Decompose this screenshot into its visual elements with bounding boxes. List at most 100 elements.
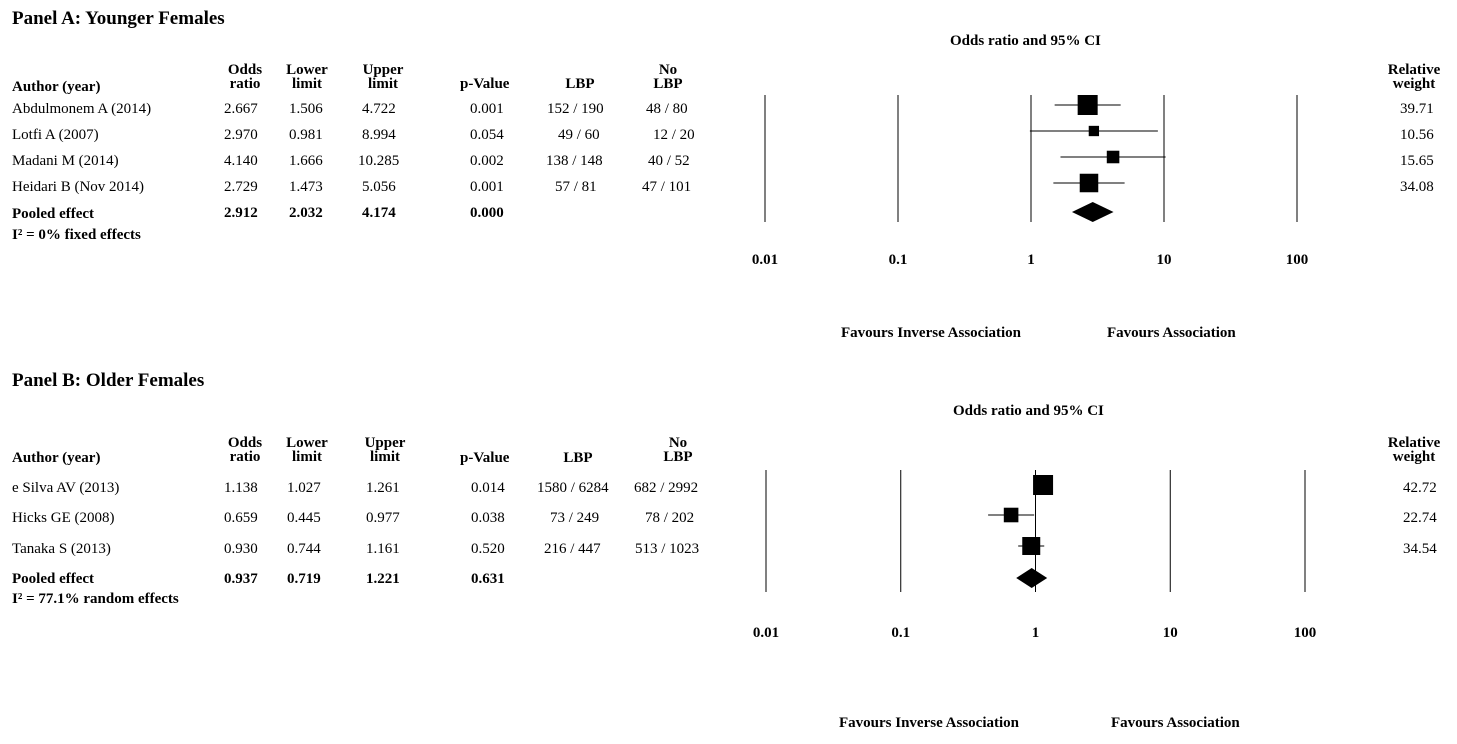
study-or: 0.659	[224, 510, 258, 526]
study-no-lbp: 513 / 1023	[635, 541, 700, 557]
panel-b-plot-title: Odds ratio and 95% CI	[953, 403, 1104, 419]
axis-tick-label: 0.1	[889, 252, 908, 268]
study-p: 0.520	[471, 541, 505, 557]
study-or: 0.930	[224, 541, 258, 557]
pooled-upper: 1.221	[366, 571, 400, 587]
header-line: Lower	[286, 435, 328, 451]
study-marker	[1077, 95, 1098, 115]
study-no-lbp: 12 / 20	[653, 127, 695, 143]
study-author: Abdulmonem A (2014)	[12, 101, 152, 117]
study-lbp: 49 / 60	[558, 127, 600, 143]
study-weight: 42.72	[1403, 480, 1437, 496]
study-upper: 0.977	[366, 510, 400, 526]
header-odds-ratio: Odds ratio	[222, 435, 268, 465]
axis-tick-label: 0.01	[753, 625, 779, 641]
header-author: Author (year)	[12, 79, 101, 95]
study-upper: 1.161	[366, 541, 400, 557]
study-p: 0.002	[470, 153, 504, 169]
study-or: 2.729	[224, 179, 258, 195]
study-no-lbp: 682 / 2992	[634, 480, 699, 496]
study-lower: 0.744	[287, 541, 321, 557]
header-upper-limit: Upper limit	[358, 435, 412, 465]
study-upper: 10.285	[358, 153, 400, 169]
header-line: limit	[370, 449, 400, 465]
favours-inverse-label: Favours Inverse Association	[841, 325, 1021, 341]
axis-tick-label: 1	[1032, 625, 1040, 641]
heterogeneity-note: I² = 0% fixed effects	[12, 227, 141, 243]
study-author: Madani M (2014)	[12, 153, 119, 169]
study-p: 0.014	[471, 480, 505, 496]
study-lower: 0.981	[289, 127, 323, 143]
header-line: limit	[292, 76, 322, 92]
pooled-label: Pooled effect	[12, 206, 95, 222]
study-weight: 15.65	[1400, 153, 1434, 169]
header-line: No	[658, 62, 678, 78]
axis-tick-label: 0.01	[752, 252, 778, 268]
pooled-or: 0.937	[224, 571, 258, 587]
pooled-label: Pooled effect	[12, 571, 95, 587]
header-line: limit	[368, 76, 398, 92]
header-line: Odds	[227, 435, 263, 451]
header-lbp: LBP	[563, 450, 593, 466]
study-or: 1.138	[224, 480, 258, 496]
favours-association-label: Favours Association	[1111, 715, 1240, 731]
study-weight: 22.74	[1403, 510, 1437, 526]
header-line: LBP	[653, 76, 683, 92]
axis-tick-label: 0.1	[891, 625, 910, 641]
header-upper-limit: Upper limit	[356, 62, 410, 92]
study-lbp: 138 / 148	[546, 153, 603, 169]
header-line: Upper	[362, 62, 404, 78]
pooled-p: 0.631	[471, 571, 505, 587]
pooled-upper: 4.174	[362, 205, 396, 221]
study-lbp: 57 / 81	[555, 179, 597, 195]
study-p: 0.001	[470, 179, 504, 195]
study-or: 4.140	[224, 153, 258, 169]
header-line: LBP	[663, 449, 693, 465]
header-line: limit	[292, 449, 322, 465]
pooled-or: 2.912	[224, 205, 258, 221]
study-or: 2.970	[224, 127, 258, 143]
study-no-lbp: 48 / 80	[646, 101, 688, 117]
favours-inverse-label: Favours Inverse Association	[839, 715, 1019, 731]
axis-tick-label: 10	[1157, 252, 1172, 268]
header-line: weight	[1392, 76, 1436, 92]
study-weight: 34.08	[1400, 179, 1434, 195]
study-no-lbp: 47 / 101	[642, 179, 692, 195]
header-line: Lower	[286, 62, 328, 78]
header-relative-weight: Relative weight	[1380, 435, 1448, 465]
header-line: Relative	[1387, 435, 1441, 451]
study-marker	[1079, 173, 1099, 193]
study-marker	[1106, 150, 1120, 164]
header-line: No	[668, 435, 688, 451]
header-odds-ratio: Odds ratio	[222, 63, 268, 92]
pooled-lower: 2.032	[289, 205, 323, 221]
header-line: Upper	[364, 435, 406, 451]
study-p: 0.038	[471, 510, 505, 526]
pooled-diamond	[1016, 568, 1048, 588]
axis-tick-label: 10	[1163, 625, 1178, 641]
header-lower-limit: Lower limit	[280, 435, 334, 465]
study-lbp: 152 / 190	[547, 101, 604, 117]
study-marker	[1003, 507, 1019, 523]
study-lower: 1.473	[289, 179, 323, 195]
header-lower-limit: Lower limit	[280, 62, 334, 92]
header-line: weight	[1392, 449, 1436, 465]
header-p-value: p-Value	[460, 450, 510, 466]
header-author: Author (year)	[12, 450, 101, 466]
study-weight: 34.54	[1403, 541, 1437, 557]
header-p-value: p-Value	[460, 76, 510, 92]
study-or: 2.667	[224, 101, 258, 117]
study-upper: 8.994	[362, 127, 396, 143]
study-lower: 1.027	[287, 480, 321, 496]
pooled-diamond	[1071, 202, 1114, 222]
study-weight: 10.56	[1400, 127, 1434, 143]
header-line: ratio	[229, 76, 261, 92]
panel-a-title: Panel A: Younger Females	[12, 8, 225, 29]
header-no-lbp: No LBP	[658, 435, 698, 465]
study-lbp: 216 / 447	[544, 541, 601, 557]
panel-b-title: Panel B: Older Females	[12, 370, 205, 391]
study-author: Heidari B (Nov 2014)	[12, 179, 145, 195]
study-author: Hicks GE (2008)	[12, 510, 115, 526]
study-p: 0.054	[470, 127, 504, 143]
